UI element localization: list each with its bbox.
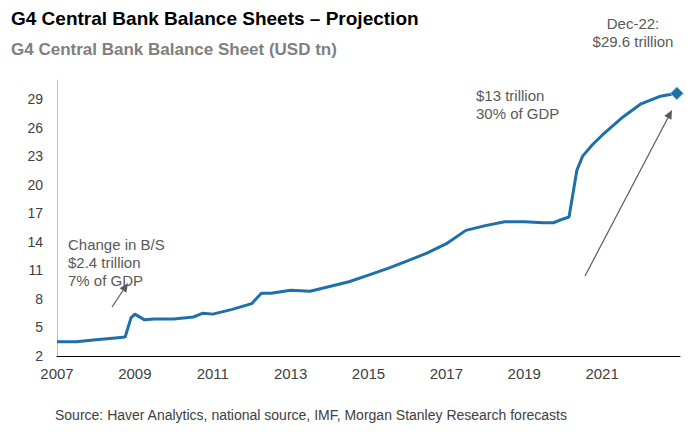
svg-text:11: 11 (28, 262, 43, 278)
svg-text:2021: 2021 (585, 365, 618, 382)
svg-text:17: 17 (27, 205, 43, 221)
svg-text:2017: 2017 (430, 365, 463, 382)
svg-text:$29.6 trillion: $29.6 trillion (593, 33, 674, 50)
svg-text:26: 26 (27, 120, 43, 136)
svg-text:Change in B/S: Change in B/S (68, 236, 165, 253)
svg-text:2019: 2019 (508, 365, 541, 382)
svg-text:2015: 2015 (352, 365, 385, 382)
svg-text:7% of GDP: 7% of GDP (68, 272, 143, 289)
svg-text:2013: 2013 (274, 365, 307, 382)
svg-text:5: 5 (35, 319, 43, 335)
svg-text:$13 trillion: $13 trillion (476, 87, 544, 104)
svg-text:29: 29 (27, 91, 43, 107)
svg-text:2011: 2011 (197, 365, 229, 382)
svg-text:2009: 2009 (118, 365, 151, 382)
svg-text:Dec-22:: Dec-22: (607, 15, 660, 32)
svg-text:20: 20 (27, 177, 43, 193)
svg-text:2007: 2007 (40, 365, 73, 382)
svg-text:G4 Central Bank Balance Sheet: G4 Central Bank Balance Sheet (USD tn) (11, 40, 337, 59)
svg-text:14: 14 (27, 234, 43, 250)
svg-text:2: 2 (35, 348, 43, 364)
svg-text:G4 Central Bank Balance Sheets: G4 Central Bank Balance Sheets – Project… (11, 8, 419, 29)
svg-text:23: 23 (27, 148, 43, 164)
svg-text:$2.4 trillion: $2.4 trillion (68, 254, 141, 271)
svg-text:Source: Haver Analytics, natio: Source: Haver Analytics, national source… (55, 407, 567, 423)
svg-text:30% of GDP: 30% of GDP (476, 105, 559, 122)
svg-text:8: 8 (35, 291, 43, 307)
